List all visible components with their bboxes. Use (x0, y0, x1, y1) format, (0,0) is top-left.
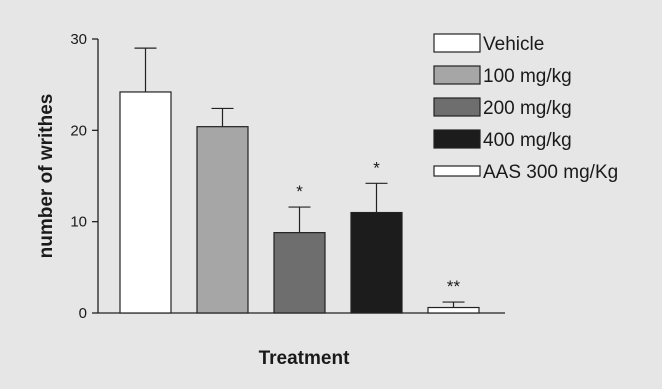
legend-label: 200 mg/kg (483, 98, 572, 119)
legend-label: 100 mg/kg (483, 66, 572, 87)
legend-swatch (433, 65, 481, 85)
legend-item: 200 mg/kg (433, 97, 572, 119)
bar-group (196, 107, 249, 314)
y-tick-label: 30 (70, 31, 87, 48)
significance-label: * (373, 158, 380, 177)
legend-swatch (433, 33, 481, 53)
legend-label: Vehicle (483, 34, 544, 55)
legend-item: 100 mg/kg (433, 65, 572, 87)
bar-group: * (273, 182, 326, 314)
bar (427, 306, 480, 314)
legend-swatch (433, 165, 481, 177)
significance-label: ** (447, 277, 461, 296)
legend-item: Vehicle (433, 33, 544, 55)
legend-label: AAS 300 mg/Kg (483, 162, 618, 183)
legend-item: 400 mg/kg (433, 129, 572, 151)
bar (196, 126, 249, 314)
legend-item: AAS 300 mg/Kg (433, 162, 618, 183)
bar (350, 211, 403, 314)
y-tick-label: 10 (70, 214, 87, 231)
legend-label: 400 mg/kg (483, 130, 572, 151)
legend-swatch (433, 97, 481, 117)
significance-label: * (296, 182, 303, 201)
bar-group: * (350, 158, 403, 314)
bar-group (119, 47, 172, 314)
x-axis-title: Treatment (259, 348, 350, 369)
y-tick-label: 0 (79, 305, 87, 322)
y-axis: 0 10 20 30 (70, 31, 99, 322)
bar-group: ** (427, 277, 480, 314)
legend: Vehicle 100 mg/kg 200 mg/kg 400 mg/kg AAS 30… (433, 33, 618, 183)
bar (119, 91, 172, 314)
y-axis-title: number of writhes (36, 94, 57, 259)
bars: **** (119, 47, 480, 314)
legend-swatch (433, 129, 481, 149)
bar (273, 232, 326, 314)
y-tick-label: 20 (70, 122, 87, 139)
